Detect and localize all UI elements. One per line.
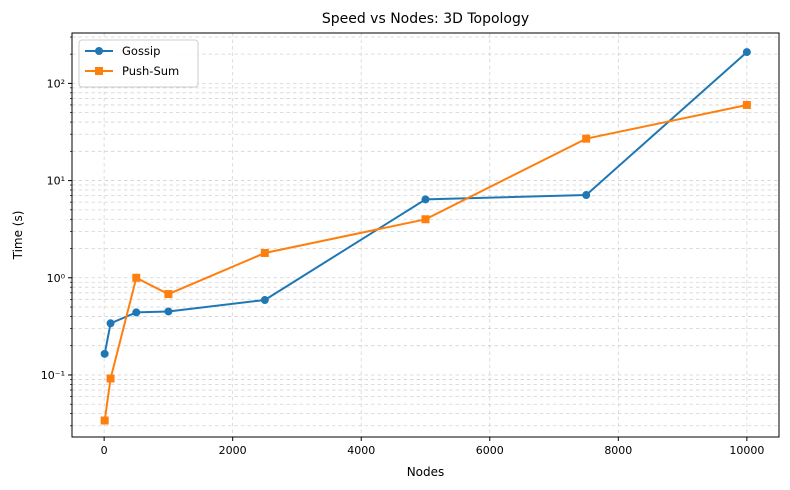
data-point-gossip — [100, 349, 109, 358]
legend: Gossip Push-Sum — [78, 39, 199, 88]
x-axis-label: Nodes — [407, 465, 445, 479]
data-point-gossip — [742, 48, 751, 57]
data-point-push-sum — [164, 290, 173, 299]
axis-ticks: 0 2000 4000 6000 8000 10000 10⁻¹ 10⁰ 10¹ 10² — [41, 36, 764, 457]
data-point-push-sum — [260, 248, 269, 257]
y-tick-label: 10¹ — [47, 175, 65, 188]
legend-marker-gossip — [95, 47, 103, 55]
x-tick-label: 8000 — [604, 444, 632, 457]
grid — [72, 33, 779, 437]
data-point-push-sum — [106, 374, 115, 383]
data-point-gossip — [164, 307, 173, 316]
data-point-push-sum — [132, 273, 141, 282]
data-point-push-sum — [421, 215, 430, 224]
data-point-push-sum — [100, 416, 109, 425]
x-tick-label: 10000 — [729, 444, 764, 457]
plot-frame — [71, 32, 780, 438]
chart-title: Speed vs Nodes: 3D Topology — [322, 11, 529, 27]
x-tick-label: 0 — [101, 444, 108, 457]
data-point-gossip — [260, 296, 269, 305]
y-axis-label: Time (s) — [11, 211, 25, 261]
y-tick-label: 10² — [47, 77, 65, 90]
series-line-gossip — [103, 51, 748, 354]
legend-label-gossip: Gossip — [122, 44, 160, 58]
x-tick-label: 4000 — [347, 444, 375, 457]
x-tick-label: 6000 — [476, 444, 504, 457]
legend-label-push-sum: Push-Sum — [122, 64, 179, 78]
y-tick-label: 10⁰ — [47, 272, 66, 285]
series-layer — [100, 48, 751, 425]
data-point-gossip — [106, 319, 115, 328]
data-point-push-sum — [582, 134, 591, 143]
data-point-gossip — [582, 191, 591, 200]
series-line-push-sum — [103, 104, 748, 421]
data-point-gossip — [421, 195, 430, 204]
data-point-push-sum — [742, 100, 751, 109]
y-tick-label: 10⁻¹ — [41, 369, 65, 382]
x-tick-label: 2000 — [219, 444, 247, 457]
data-point-gossip — [132, 308, 141, 317]
legend-marker-push-sum — [95, 67, 103, 75]
